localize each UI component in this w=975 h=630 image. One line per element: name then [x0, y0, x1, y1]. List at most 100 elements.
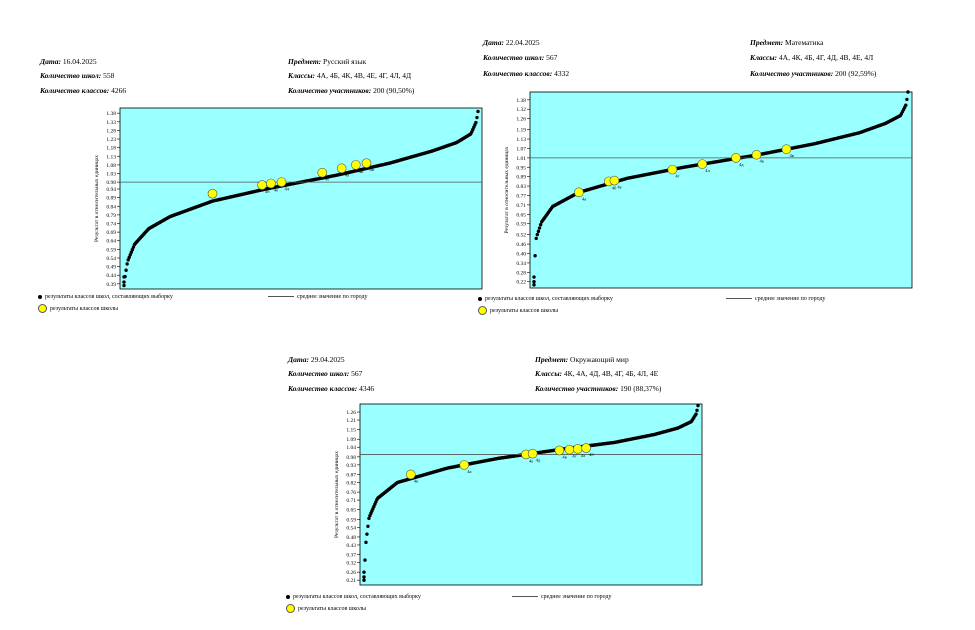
- schools-line: Количество школ: 567: [288, 369, 363, 378]
- mean-line-icon: [726, 298, 752, 300]
- schools-value: 567: [546, 53, 558, 62]
- participants-value: 190 (88,37%): [620, 384, 662, 393]
- sample-dot: [122, 283, 126, 288]
- y-tick-label: 1.04: [346, 445, 356, 451]
- school-class-label: 4а: [467, 469, 471, 474]
- classes-count-value: 4346: [359, 384, 375, 393]
- y-tick-label: 1.01: [516, 156, 526, 162]
- black-dot-icon: [478, 296, 482, 301]
- sample-dot: [694, 412, 698, 416]
- school-class-label: 4е: [529, 458, 533, 463]
- school-class-point: [609, 175, 620, 186]
- school-class-label: 4б: [589, 452, 594, 457]
- sample-dot: [367, 516, 371, 521]
- participants-line: Количество участников: 200 (92,59%): [750, 69, 877, 78]
- school-class-label: 4в: [369, 167, 373, 172]
- sample-dot: [363, 558, 367, 562]
- schools-value: 558: [103, 71, 115, 80]
- sample-dot: [129, 250, 134, 254]
- sample-dot: [532, 283, 536, 287]
- y-tick-label: 0.65: [516, 212, 526, 218]
- y-tick-label: 0.98: [106, 180, 116, 186]
- mean-line-icon: [512, 596, 538, 598]
- school-class-point: [667, 164, 678, 175]
- sample-dot: [538, 223, 543, 227]
- classes-line: Классы: 4К, 4А, 4Д, 4В, 4Г, 4Б, 4Л, 4Е: [535, 369, 659, 378]
- y-tick-label: 1.33: [106, 120, 116, 126]
- y-tick-label: 0.46: [516, 242, 526, 248]
- participants-value: 200 (92,59%): [835, 69, 877, 78]
- y-tick-label: 0.43: [346, 543, 356, 549]
- school-class-point: [731, 153, 741, 163]
- date-value: 29.04.2025: [310, 355, 345, 364]
- sample-dot: [537, 226, 542, 230]
- school-class-label: 4а: [216, 198, 220, 203]
- y-tick-label: 0.26: [346, 570, 356, 576]
- school-class-label: 4г: [572, 454, 576, 459]
- y-tick-label: 1.13: [106, 154, 116, 160]
- legend-school: результаты классов школы: [478, 306, 558, 315]
- school-class-point: [266, 178, 276, 189]
- date-line: Дата: 16.04.2025: [40, 57, 97, 66]
- legend-school: результаты классов школы: [286, 604, 366, 613]
- sample-dot: [362, 575, 366, 579]
- sample-dot: [130, 247, 135, 252]
- school-class-label: 4а: [582, 196, 586, 201]
- y-tick-label: 0.22: [516, 280, 526, 286]
- sample-dot: [362, 578, 366, 582]
- subject-line: Предмет: Русский язык: [288, 57, 367, 66]
- school-class-point: [527, 448, 538, 459]
- yellow-circle-icon: [38, 304, 47, 313]
- schools-line: Количество школ: 558: [40, 71, 115, 80]
- y-tick-label: 1.08: [106, 163, 116, 169]
- y-tick-label: 0.54: [346, 525, 356, 531]
- school-class-label: 4к: [359, 169, 364, 174]
- school-class-label: 4д: [739, 162, 744, 167]
- scatter-chart-russian: 1.38 1.33 1.28 1.23 1.18 1.13 1.08 1.03 0.980.94…: [94, 107, 483, 290]
- sample-dot: [124, 268, 128, 272]
- sample-dot: [474, 120, 478, 125]
- y-tick-label: 0.40: [516, 252, 526, 258]
- y-tick-label: 0.49: [106, 265, 116, 271]
- school-class-label: 4к: [760, 159, 765, 164]
- sample-dot: [131, 245, 136, 249]
- scatter-chart-math: 1.38 1.32 1.26 1.19 1.13 1.07 1.01 0.95 0.89 0.83…: [504, 90, 913, 289]
- legend-mean: среднее значение по городу: [726, 296, 826, 302]
- sample-dot: [475, 115, 479, 120]
- subject-value: Русский язык: [323, 57, 367, 66]
- sample-dot: [533, 254, 537, 258]
- school-class-point: [351, 160, 361, 170]
- scatter-chart-world: 1.26 1.21 1.15 1.09 1.04 0.98 0.93 0.87 0.82 0.76…: [334, 403, 703, 586]
- y-tick-label: 1.18: [106, 146, 116, 152]
- y-tick-label: 1.23: [106, 137, 116, 143]
- sample-dot: [126, 258, 130, 262]
- sample-dots: [532, 90, 910, 287]
- schools-value: 567: [351, 369, 363, 378]
- school-class-point: [574, 187, 584, 198]
- school-class-label: 4л: [705, 168, 710, 173]
- classes-line: Классы: 4А, 4К, 4Б, 4Г, 4Д, 4В, 4Е, 4Л: [750, 53, 874, 62]
- y-tick-label: 0.48: [346, 535, 356, 541]
- school-class-label: 4б: [612, 185, 617, 190]
- school-class-label: 4л: [345, 172, 350, 177]
- y-tick-label: 1.19: [516, 128, 526, 134]
- y-tick-label: 0.71: [516, 203, 526, 209]
- school-class-point: [697, 159, 708, 169]
- sample-dot: [696, 403, 700, 408]
- classes-count-line: Количество классов: 4346: [288, 384, 375, 393]
- sample-dot: [476, 109, 480, 114]
- school-class-label: 4к: [414, 478, 419, 483]
- y-tick-label: 0.77: [516, 193, 526, 199]
- y-tick-label: 0.76: [346, 490, 356, 496]
- school-class-point: [781, 144, 792, 155]
- y-tick-label: 0.64: [106, 239, 116, 245]
- sample-dot: [122, 280, 126, 284]
- y-tick-label: 1.26: [516, 117, 526, 123]
- y-tick-label: 0.39: [106, 282, 116, 288]
- y-tick-label: 1.38: [106, 111, 116, 117]
- y-tick-label: 0.87: [346, 472, 356, 478]
- y-tick-label: 0.52: [516, 233, 526, 239]
- school-class-label: 4в: [789, 153, 793, 158]
- school-class-point: [554, 445, 565, 456]
- participants-line: Количество участников: 190 (88,37%): [535, 384, 662, 393]
